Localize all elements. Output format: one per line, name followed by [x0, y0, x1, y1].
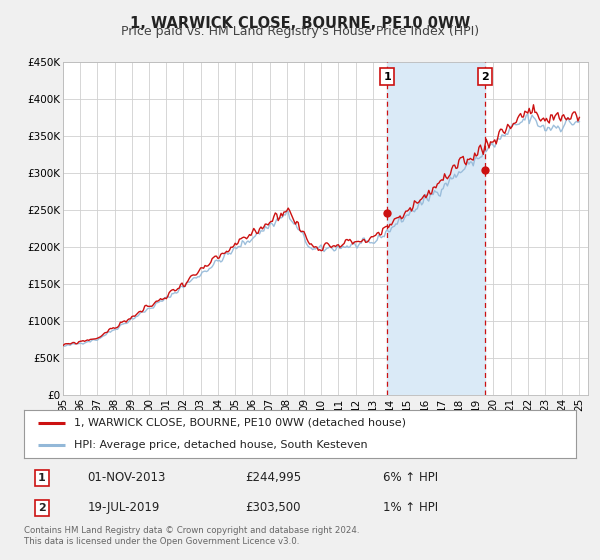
Text: 6% ↑ HPI: 6% ↑ HPI	[383, 472, 438, 484]
Text: 2: 2	[482, 72, 489, 82]
Text: £303,500: £303,500	[245, 501, 301, 515]
Text: Price paid vs. HM Land Registry's House Price Index (HPI): Price paid vs. HM Land Registry's House …	[121, 25, 479, 38]
Text: 1% ↑ HPI: 1% ↑ HPI	[383, 501, 438, 515]
Text: 2: 2	[38, 503, 46, 513]
Text: 1: 1	[383, 72, 391, 82]
Text: 19-JUL-2019: 19-JUL-2019	[88, 501, 160, 515]
Text: HPI: Average price, detached house, South Kesteven: HPI: Average price, detached house, Sout…	[74, 440, 367, 450]
Text: £244,995: £244,995	[245, 472, 301, 484]
Text: Contains HM Land Registry data © Crown copyright and database right 2024.
This d: Contains HM Land Registry data © Crown c…	[24, 526, 359, 546]
Bar	[387, 62, 485, 395]
Text: 1: 1	[38, 473, 46, 483]
Text: 01-NOV-2013: 01-NOV-2013	[88, 472, 166, 484]
Text: 1, WARWICK CLOSE, BOURNE, PE10 0WW (detached house): 1, WARWICK CLOSE, BOURNE, PE10 0WW (deta…	[74, 418, 406, 428]
Text: 1, WARWICK CLOSE, BOURNE, PE10 0WW: 1, WARWICK CLOSE, BOURNE, PE10 0WW	[130, 16, 470, 31]
